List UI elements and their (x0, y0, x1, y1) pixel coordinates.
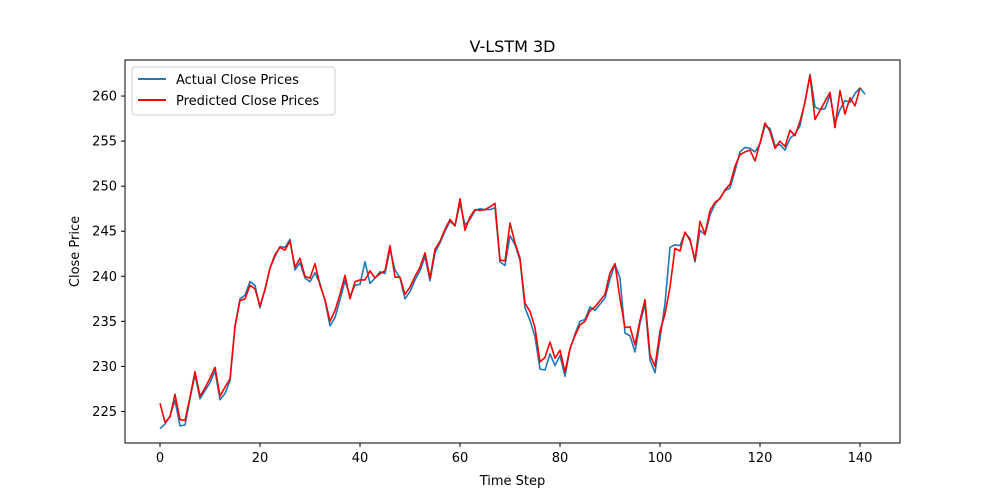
y-axis-label: Close Price (68, 216, 83, 287)
y-tick-label: 230 (92, 360, 117, 375)
x-tick-label: 20 (252, 451, 269, 466)
y-tick-label: 240 (92, 270, 117, 285)
legend: Actual Close Prices Predicted Close Pric… (131, 66, 336, 116)
x-tick-label: 80 (552, 451, 569, 466)
x-tick-label: 40 (352, 451, 369, 466)
y-tick-label: 260 (92, 90, 117, 105)
y-tick-label: 255 (92, 135, 117, 150)
legend-label-actual: Actual Close Prices (176, 73, 299, 88)
x-tick-label: 140 (848, 451, 873, 466)
x-axis-label: Time Step (479, 474, 546, 489)
series-actual-line (159, 73, 866, 430)
x-tick-label: 0 (156, 451, 164, 466)
y-tick-label: 225 (92, 405, 117, 420)
axes: 0 20 40 60 80 100 120 140 225 230 235 240 245 250 255 2… (92, 90, 872, 466)
plot-area (159, 73, 866, 430)
chart-title: V-LSTM 3D (469, 37, 555, 56)
plot-frame (124, 59, 901, 444)
x-tick-label: 100 (648, 451, 673, 466)
series-predicted-line (159, 74, 861, 424)
y-tick-label: 235 (92, 315, 117, 330)
x-tick-label: 60 (452, 451, 469, 466)
y-tick-label: 250 (92, 180, 117, 195)
legend-box (131, 66, 336, 116)
x-tick-label: 120 (748, 451, 773, 466)
y-tick-label: 245 (92, 225, 117, 240)
legend-label-predicted: Predicted Close Prices (176, 94, 319, 109)
